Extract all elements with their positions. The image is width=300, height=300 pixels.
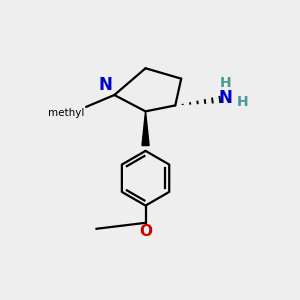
Polygon shape — [142, 111, 149, 146]
Text: O: O — [139, 224, 152, 239]
Text: N: N — [218, 89, 232, 107]
Text: methyl: methyl — [48, 108, 85, 118]
Text: N: N — [98, 76, 112, 94]
Text: H: H — [219, 76, 231, 90]
Text: H: H — [236, 95, 248, 109]
